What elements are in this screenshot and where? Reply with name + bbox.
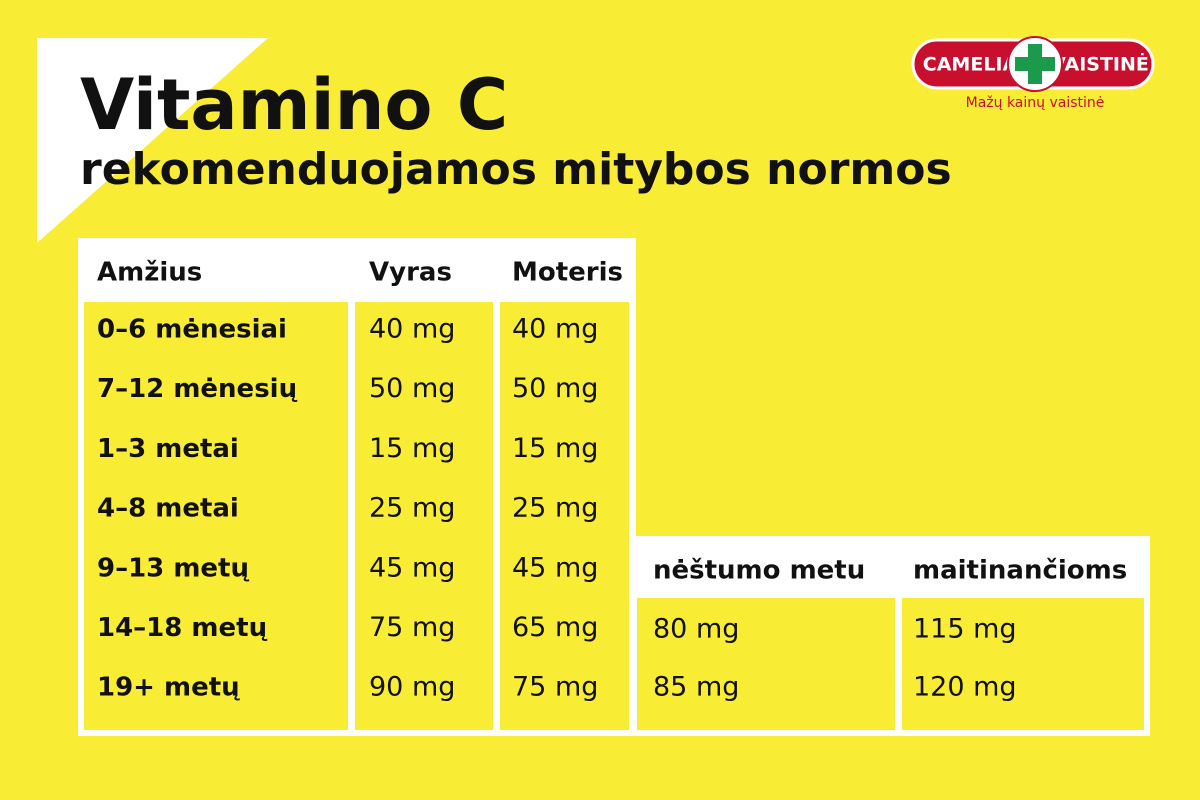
- value-cell: 40 mg: [512, 314, 598, 345]
- age-cell: 4–8 metai: [97, 494, 239, 524]
- logo: CAMELIA VAISTINĖ Mažų kainų vaistinė: [911, 36, 1155, 111]
- column-header: Amžius: [97, 258, 202, 288]
- table-cells: Amžius Vyras Moteris 0–6 mėnesiai 40 mg 40 mg…: [97, 258, 1127, 703]
- corner-triangle: [37, 38, 268, 243]
- value-cell: 85 mg: [653, 672, 739, 703]
- value-cell: 65 mg: [512, 612, 598, 643]
- age-cell: 1–3 metai: [97, 434, 239, 464]
- value-cell: 75 mg: [512, 672, 598, 703]
- column-header: maitinančioms: [913, 556, 1127, 586]
- logo-left: CAMELIA: [923, 54, 1018, 76]
- age-cell: 7–12 mėnesių: [97, 374, 298, 404]
- value-cell: 115 mg: [913, 614, 1017, 645]
- logo-right: VAISTINĖ: [1051, 52, 1149, 76]
- value-cell: 50 mg: [512, 373, 598, 404]
- cell-column: [84, 302, 348, 730]
- value-cell: 25 mg: [369, 493, 455, 524]
- subtitle: rekomenduojamos mitybos normos: [80, 144, 952, 195]
- age-cell: 14–18 metų: [97, 613, 268, 643]
- column-header: nėštumo metu: [653, 556, 865, 586]
- age-cell: 9–13 metų: [97, 553, 249, 583]
- value-cell: 45 mg: [512, 552, 598, 583]
- logo-cross: [1015, 44, 1055, 84]
- column-header: Moteris: [512, 258, 623, 288]
- value-cell: 75 mg: [369, 612, 455, 643]
- age-cell: 0–6 mėnesiai: [97, 315, 287, 345]
- value-cell: 90 mg: [369, 672, 455, 703]
- title: Vitamino C: [80, 64, 508, 146]
- value-cell: 80 mg: [653, 614, 739, 645]
- cell-column: [355, 302, 493, 730]
- value-cell: 25 mg: [512, 493, 598, 524]
- value-cell: 15 mg: [369, 433, 455, 464]
- logo-tagline: Mažų kainų vaistinė: [966, 95, 1105, 111]
- value-cell: 15 mg: [512, 433, 598, 464]
- age-cell: 19+ metų: [97, 673, 240, 703]
- value-cell: 50 mg: [369, 373, 455, 404]
- value-cell: 45 mg: [369, 552, 455, 583]
- value-cell: 40 mg: [369, 314, 455, 345]
- cell-column: [500, 302, 629, 730]
- cell-column: [637, 598, 895, 730]
- value-cell: 120 mg: [913, 672, 1017, 703]
- column-header: Vyras: [369, 258, 452, 288]
- cell-column: [902, 598, 1144, 730]
